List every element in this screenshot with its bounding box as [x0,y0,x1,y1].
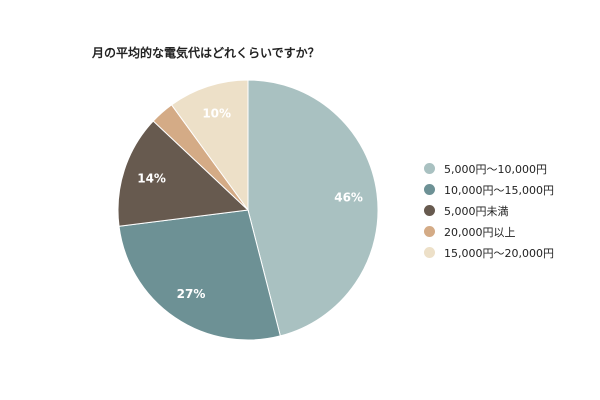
legend-item-2: 5,000円未満 [424,200,554,221]
legend-label-2: 5,000円未満 [444,204,509,218]
legend-swatch-4 [424,247,435,258]
legend-label-3: 20,000円以上 [444,225,516,239]
legend-label-4: 15,000円〜20,000円 [444,246,554,260]
chart-title: 月の平均的な電気代はどれくらいですか？ [92,46,320,60]
slice-value-label-2: 14% [137,172,166,186]
slice-value-label-0: 46% [334,190,363,204]
legend-swatch-0 [424,163,435,174]
legend: 5,000円〜10,000円 10,000円〜15,000円 5,000円未満 20,… [424,158,554,263]
legend-swatch-2 [424,205,435,216]
legend-item-4: 15,000円〜20,000円 [424,242,554,263]
legend-item-3: 20,000円以上 [424,221,554,242]
legend-label-0: 5,000円〜10,000円 [444,162,547,176]
legend-item-1: 10,000円〜15,000円 [424,179,554,200]
legend-swatch-3 [424,226,435,237]
pie-slice-2 [117,120,250,227]
legend-swatch-1 [424,184,435,195]
pie-slice-0 [247,79,379,337]
legend-item-0: 5,000円〜10,000円 [424,158,554,179]
pie-slice-1 [118,209,281,341]
legend-label-1: 10,000円〜15,000円 [444,183,554,197]
pie-slice-4 [170,79,249,212]
slice-value-label-4: 10% [202,107,231,121]
slice-value-label-1: 27% [177,287,206,301]
